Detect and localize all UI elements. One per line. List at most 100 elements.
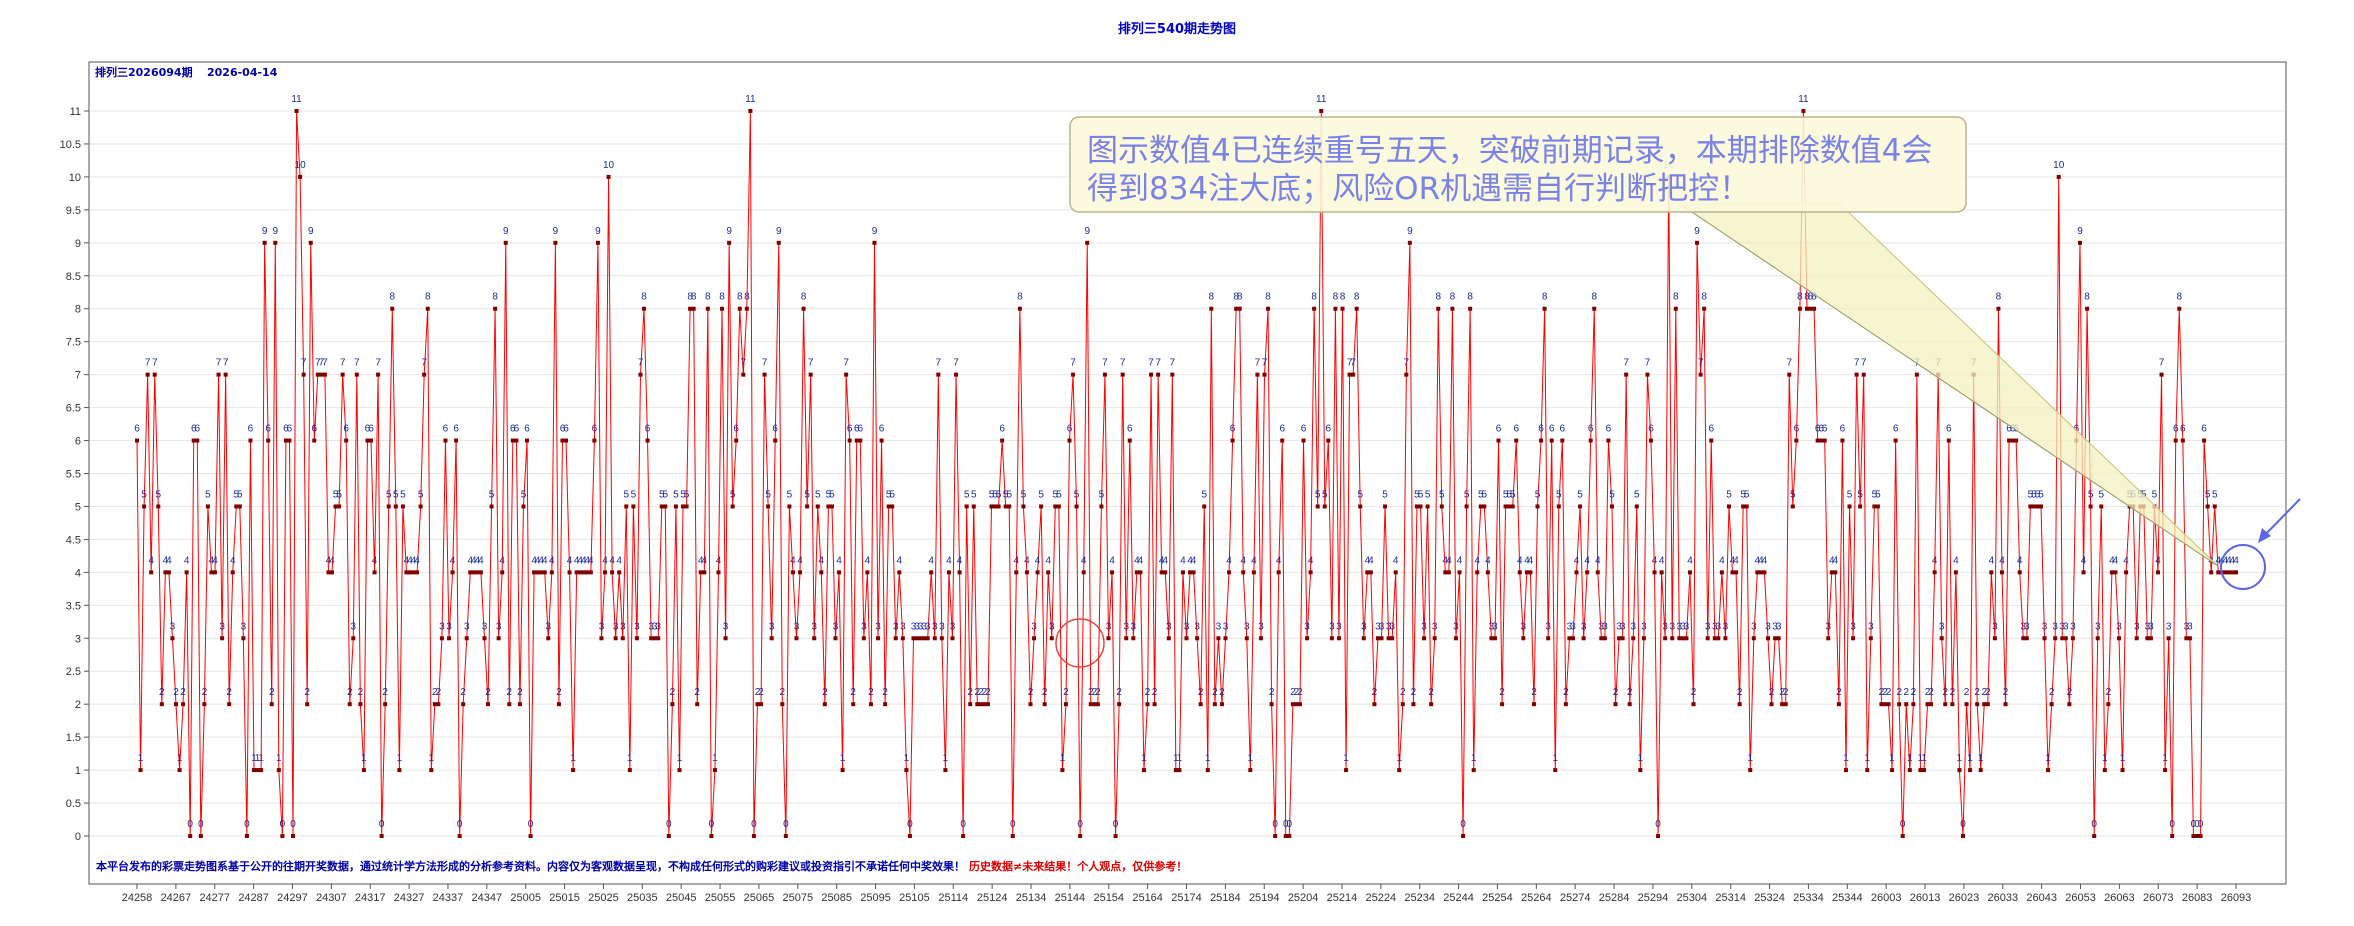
data-point xyxy=(1085,240,1090,245)
data-point xyxy=(1624,372,1629,377)
data-label: 2 xyxy=(1627,687,1633,698)
data-label: 6 xyxy=(1818,424,1824,435)
data-point xyxy=(1014,570,1019,575)
data-point xyxy=(1886,702,1891,707)
data-point xyxy=(1638,768,1643,773)
data-point xyxy=(837,570,842,575)
x-tick-label: 25264 xyxy=(1521,892,1552,904)
data-label: 7 xyxy=(953,358,959,369)
data-point xyxy=(2159,372,2164,377)
data-point xyxy=(993,504,998,509)
data-point xyxy=(1609,504,1614,509)
data-point xyxy=(1641,636,1646,641)
data-label: 5 xyxy=(886,489,892,500)
data-point xyxy=(500,570,505,575)
data-point xyxy=(188,834,193,838)
data-point xyxy=(1794,438,1799,443)
data-label: 5 xyxy=(521,489,527,500)
data-point xyxy=(1542,306,1547,311)
data-label: 3 xyxy=(861,621,867,632)
data-label: 5 xyxy=(205,489,211,500)
data-point xyxy=(886,504,891,509)
data-point xyxy=(1028,702,1033,707)
data-point xyxy=(592,438,597,443)
data-point xyxy=(312,438,317,443)
data-label: 5 xyxy=(1439,489,1445,500)
data-label: 4 xyxy=(2113,555,2119,566)
data-point xyxy=(890,504,895,509)
data-label: 4 xyxy=(897,555,903,566)
data-label: 5 xyxy=(2088,489,2094,500)
data-point xyxy=(379,834,384,838)
data-label: 5 xyxy=(1053,489,1059,500)
data-point xyxy=(695,702,700,707)
data-label: 8 xyxy=(705,292,711,303)
data-point xyxy=(386,504,391,509)
data-label: 5 xyxy=(1003,489,1009,500)
data-point xyxy=(798,570,803,575)
callout-text-line2: 得到834注大底；风险OR机遇需自行判断把控！ xyxy=(1087,171,1750,207)
data-point xyxy=(1368,570,1373,575)
data-label: 7 xyxy=(1120,358,1126,369)
y-tick-label: 6.5 xyxy=(66,403,81,415)
data-label: 1 xyxy=(1978,753,1984,764)
data-point xyxy=(1266,306,1271,311)
data-point xyxy=(1854,372,1859,377)
data-point xyxy=(1531,702,1536,707)
data-label: 2 xyxy=(1783,687,1789,698)
data-point xyxy=(1822,438,1827,443)
data-label: 5 xyxy=(1322,489,1328,500)
data-label: 8 xyxy=(1811,292,1817,303)
data-label: 1 xyxy=(429,753,435,764)
data-label: 1 xyxy=(1396,753,1402,764)
data-label: 2 xyxy=(202,687,208,698)
data-label: 3 xyxy=(932,621,938,632)
data-label: 3 xyxy=(1716,621,1722,632)
data-label: 1 xyxy=(2162,753,2168,764)
data-label: 4 xyxy=(535,555,541,566)
data-point xyxy=(581,570,586,575)
data-point xyxy=(1875,504,1880,509)
data-label: 6 xyxy=(194,424,200,435)
data-point xyxy=(1042,702,1047,707)
data-point xyxy=(1007,504,1012,509)
data-point xyxy=(269,702,274,707)
data-point xyxy=(744,306,749,311)
data-label: 3 xyxy=(900,621,906,632)
data-point xyxy=(1280,438,1285,443)
data-point xyxy=(1053,504,1058,509)
data-point xyxy=(1716,636,1721,641)
header-date: 2026-04-14 xyxy=(207,66,278,79)
data-label: 4 xyxy=(698,555,704,566)
data-point xyxy=(1393,570,1398,575)
data-point xyxy=(1127,438,1132,443)
data-label: 2 xyxy=(1411,687,1417,698)
data-point xyxy=(1890,768,1895,773)
x-tick-label: 24277 xyxy=(199,892,230,904)
data-point xyxy=(1351,372,1356,377)
data-label: 1 xyxy=(1141,753,1147,764)
data-point xyxy=(2177,306,2182,311)
data-point xyxy=(1656,834,1661,838)
data-point xyxy=(1024,570,1029,575)
data-point xyxy=(1808,306,1813,311)
data-point xyxy=(1425,504,1430,509)
data-label: 4 xyxy=(702,555,708,566)
data-point xyxy=(1503,504,1508,509)
data-point xyxy=(252,768,257,773)
data-label: 0 xyxy=(1283,819,1289,830)
data-point xyxy=(2060,636,2065,641)
data-label: 4 xyxy=(1024,555,1030,566)
data-point xyxy=(2173,438,2178,443)
data-label: 3 xyxy=(911,621,917,632)
data-label: 7 xyxy=(216,358,222,369)
data-point xyxy=(1872,504,1877,509)
data-label: 4 xyxy=(609,555,615,566)
data-label: 8 xyxy=(425,292,431,303)
data-label: 4 xyxy=(2123,555,2129,566)
data-point xyxy=(1095,702,1100,707)
x-tick-label: 25334 xyxy=(1793,892,1824,904)
data-label: 2 xyxy=(1428,687,1434,698)
data-label: 8 xyxy=(801,292,807,303)
data-label: 5 xyxy=(624,489,630,500)
